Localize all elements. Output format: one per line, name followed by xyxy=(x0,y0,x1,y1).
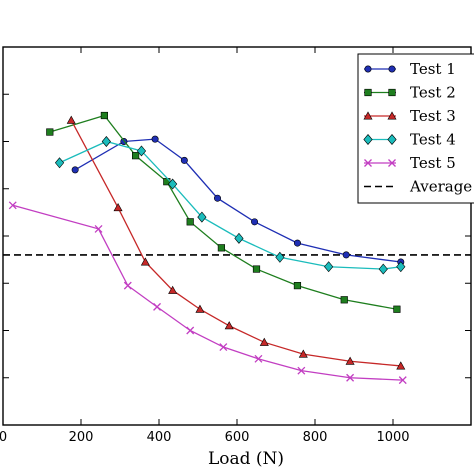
data-point-test-3 xyxy=(259,337,269,346)
x-tick-label: 1000 xyxy=(376,430,409,445)
data-point-test-2 xyxy=(217,244,226,252)
legend-marker xyxy=(363,134,373,145)
data-point-test-1 xyxy=(214,194,222,202)
x-axis-title: Load (N) xyxy=(208,449,284,469)
data-point-test-4 xyxy=(275,251,285,263)
data-point-test-3 xyxy=(113,203,123,212)
data-point-test-1 xyxy=(71,166,79,174)
x-tick-label: 0 xyxy=(0,430,7,445)
data-point-test-2 xyxy=(186,218,194,226)
legend-label: Test 2 xyxy=(410,84,456,102)
data-point-test-3 xyxy=(345,356,355,365)
data-point-test-3 xyxy=(140,257,150,266)
legend-label: Test 5 xyxy=(410,154,456,172)
legend-marker xyxy=(364,65,372,73)
data-point-test-5 xyxy=(254,354,263,363)
data-point-test-1 xyxy=(180,156,188,164)
plot-area xyxy=(3,111,471,385)
data-point-test-3 xyxy=(195,304,205,313)
data-point-test-5 xyxy=(219,343,228,351)
data-point-test-3 xyxy=(66,115,76,124)
series-line-test-2 xyxy=(49,114,398,310)
data-point-test-5 xyxy=(398,376,407,385)
legend-marker xyxy=(388,159,396,167)
data-point-test-1 xyxy=(293,239,301,247)
data-point-test-2 xyxy=(132,152,140,160)
legend-label: Average xyxy=(409,178,472,196)
x-tick-label: 400 xyxy=(147,430,172,445)
series-line-test-3 xyxy=(70,119,401,367)
data-point-test-5 xyxy=(8,201,17,210)
legend-marker xyxy=(387,134,397,145)
legend-marker xyxy=(363,111,373,120)
series-line-test-1 xyxy=(74,138,401,263)
data-point-test-4 xyxy=(396,261,406,273)
x-tick-label: 200 xyxy=(69,430,94,445)
data-point-test-5 xyxy=(94,224,103,233)
x-tick-label: 600 xyxy=(225,430,250,445)
data-point-test-3 xyxy=(396,361,406,370)
series-line-test-4 xyxy=(59,140,401,270)
data-point-test-5 xyxy=(153,302,162,311)
data-point-test-3 xyxy=(168,285,178,294)
legend-label: Test 3 xyxy=(410,107,456,125)
data-point-test-4 xyxy=(324,261,334,273)
data-point-test-5 xyxy=(186,326,195,335)
legend-marker xyxy=(364,159,372,167)
data-point-test-4 xyxy=(197,211,207,223)
data-point-test-2 xyxy=(100,111,108,120)
data-point-test-2 xyxy=(340,296,348,304)
x-tick-label: 800 xyxy=(303,430,328,445)
legend-label: Test 1 xyxy=(410,60,456,78)
data-point-test-1 xyxy=(251,218,259,226)
data-point-test-2 xyxy=(393,305,401,313)
data-point-test-5 xyxy=(123,281,132,290)
data-point-test-1 xyxy=(151,135,159,143)
legend-marker xyxy=(388,65,396,73)
legend-label: Test 4 xyxy=(410,131,456,149)
legend-marker xyxy=(388,88,396,97)
data-point-test-4 xyxy=(168,178,178,190)
data-point-test-2 xyxy=(293,282,302,290)
legend-marker xyxy=(364,88,372,97)
data-point-test-4 xyxy=(101,136,111,147)
data-point-test-1 xyxy=(342,251,350,259)
legend: Test 1 Test 2 Test 3 Test 4 Test 5 Average xyxy=(357,53,474,204)
data-point-test-5 xyxy=(346,373,355,382)
series-line-test-5 xyxy=(12,204,403,381)
data-point-test-4 xyxy=(234,232,244,244)
data-point-test-3 xyxy=(298,349,308,358)
data-point-test-3 xyxy=(224,321,234,330)
data-point-test-2 xyxy=(252,265,261,273)
data-point-test-2 xyxy=(46,128,54,136)
axes: 0 200 400 600 800 1000 xyxy=(0,46,472,445)
data-point-test-5 xyxy=(297,366,306,375)
legend-box xyxy=(357,53,474,204)
legend-marker xyxy=(387,111,397,120)
data-point-test-4 xyxy=(136,145,147,157)
data-point-test-4 xyxy=(54,157,65,169)
data-point-test-4 xyxy=(378,263,388,275)
